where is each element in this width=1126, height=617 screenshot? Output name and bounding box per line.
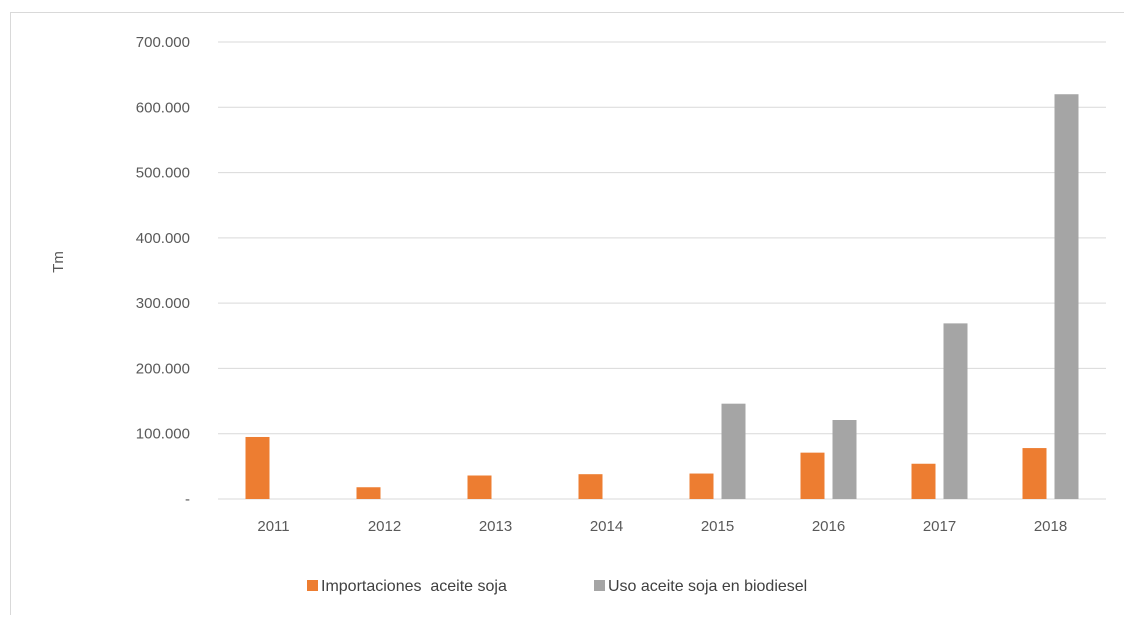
- bar-uso-biodiesel-2016: [832, 420, 857, 499]
- y-tick-label: 100.000: [136, 426, 190, 443]
- bar-importaciones-2017: [911, 463, 936, 499]
- x-tick-label: 2018: [1034, 518, 1067, 535]
- x-tick-label: 2012: [368, 518, 401, 535]
- bar-importaciones-2014: [578, 474, 603, 499]
- x-tick-label: 2015: [701, 518, 734, 535]
- legend: Importaciones aceite soja Uso aceite soja…: [307, 578, 807, 595]
- y-tick-label: 200.000: [136, 360, 190, 377]
- y-tick-label: 500.000: [136, 165, 190, 182]
- y-tick-label: 300.000: [136, 295, 190, 312]
- x-tick-label: 2017: [923, 518, 956, 535]
- x-tick-label: 2014: [590, 518, 623, 535]
- bar-uso-biodiesel-2015: [721, 403, 746, 499]
- y-axis-tick-labels: - 100.000 200.000 300.000 400.000 500.000 600.…: [136, 34, 190, 508]
- bar-uso-biodiesel-2018: [1054, 94, 1079, 499]
- bar-importaciones-2012: [356, 487, 381, 499]
- bar-importaciones-2018: [1022, 448, 1047, 499]
- legend-label: Uso aceite soja en biodiesel: [608, 578, 807, 595]
- bar-importaciones-2015: [689, 473, 714, 499]
- x-tick-label: 2013: [479, 518, 512, 535]
- legend-label: Importaciones aceite soja: [321, 578, 507, 595]
- y-tick-label: 400.000: [136, 230, 190, 247]
- x-axis-tick-labels: 2011 2012 2013 2014 2015 2016 2017 2018: [257, 518, 1067, 535]
- gridlines: [218, 41, 1106, 500]
- bar-importaciones-2011: [245, 436, 270, 499]
- bar-importaciones-2016: [800, 452, 825, 499]
- legend-swatch: [594, 580, 605, 591]
- y-axis-label: Tm: [50, 251, 67, 273]
- bar-importaciones-2013: [467, 475, 492, 499]
- legend-swatch: [307, 580, 318, 591]
- x-tick-label: 2011: [257, 518, 289, 535]
- chart-frame: [10, 12, 1124, 615]
- x-tick-label: 2016: [812, 518, 845, 535]
- bars: [245, 94, 1079, 499]
- y-tick-label: -: [185, 491, 190, 508]
- bar-uso-biodiesel-2017: [943, 323, 968, 499]
- y-tick-label: 600.000: [136, 99, 190, 116]
- y-tick-label: 700.000: [136, 34, 190, 51]
